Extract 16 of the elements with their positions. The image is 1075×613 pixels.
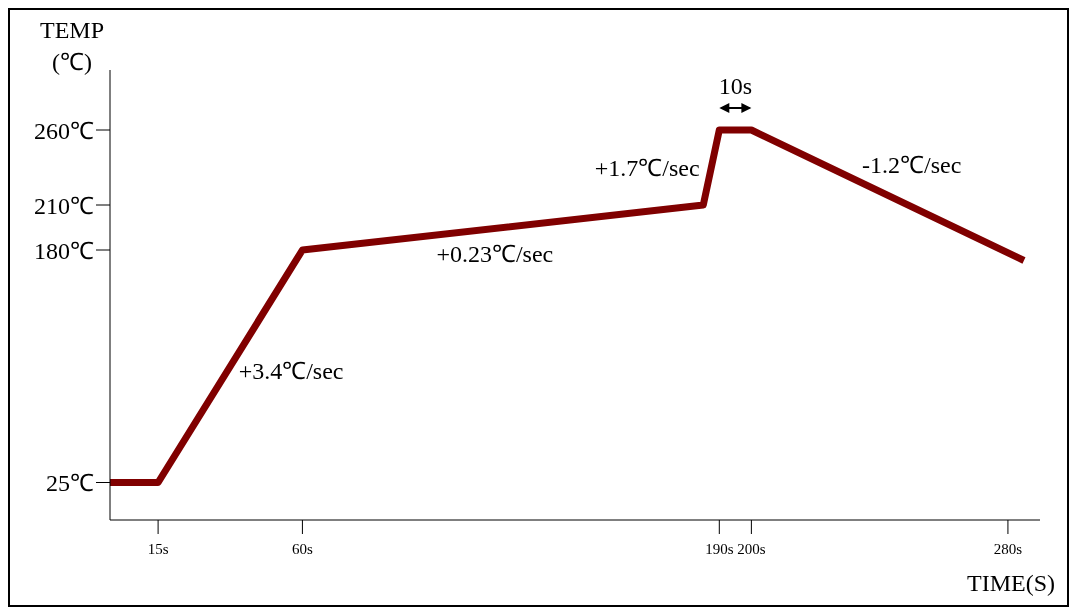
x-tick-label: 15s bbox=[147, 541, 169, 557]
annotation: 10s bbox=[718, 73, 753, 99]
y-tick-label: 25℃ bbox=[46, 470, 94, 497]
y-tick-label: 180℃ bbox=[34, 237, 94, 264]
x-tick-label: 190s bbox=[705, 541, 734, 557]
y-axis-title: TEMP (℃) bbox=[40, 16, 105, 77]
y-tick-label: 210℃ bbox=[34, 192, 94, 219]
annotation: +3.4℃/sec bbox=[238, 357, 344, 384]
y-tick-label: 260℃ bbox=[34, 117, 94, 144]
annotation: +0.23℃/sec bbox=[436, 241, 554, 268]
x-tick-label: 200s bbox=[737, 541, 766, 557]
x-axis-title: TIME(S) bbox=[967, 570, 1055, 597]
x-tick-label: 280s bbox=[993, 541, 1023, 557]
x-tick-label: 60s bbox=[291, 541, 313, 557]
annotation: +1.7℃/sec bbox=[594, 155, 700, 182]
annotation: -1.2℃/sec bbox=[862, 151, 962, 178]
